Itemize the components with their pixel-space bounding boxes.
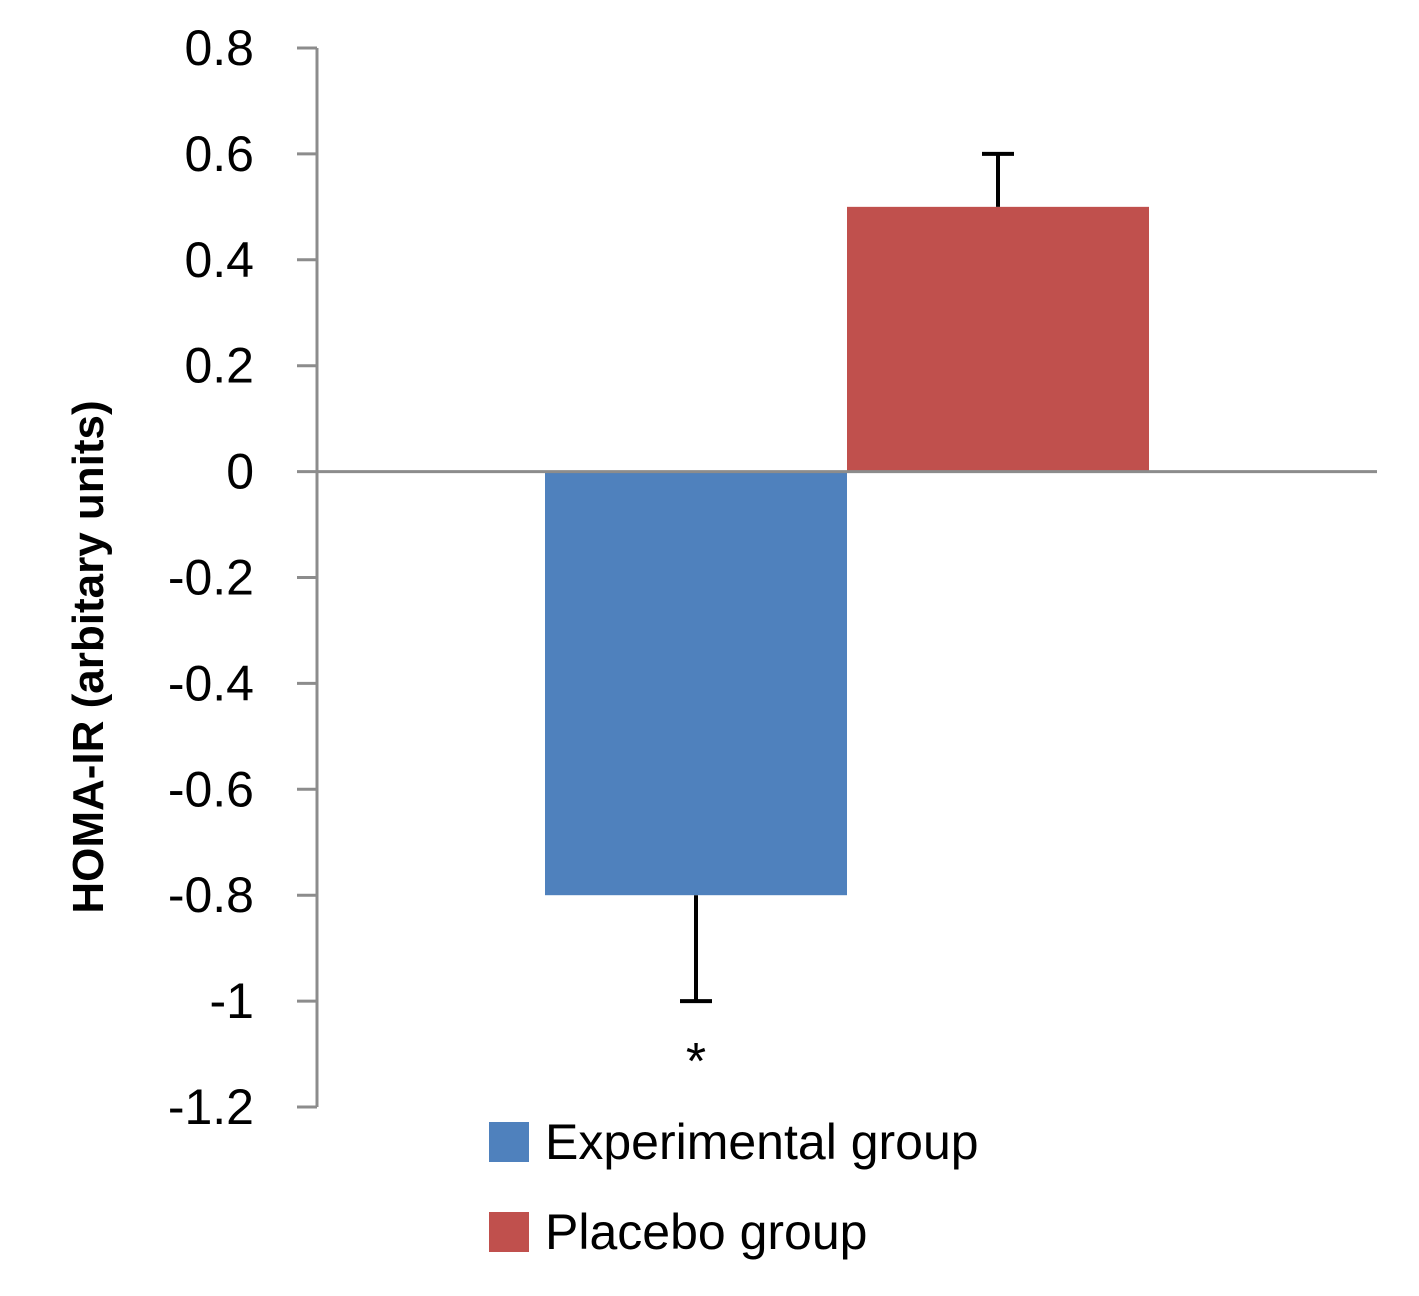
y-axis-ticks: 0.8 0.6 0.4 0.2 0 -0.2 -0.4 -0.6 -0.8 -1 -1.2 [168, 20, 317, 1135]
legend-label-placebo-group: Placebo group [545, 1204, 867, 1260]
y-tick-label: -0.8 [168, 867, 254, 923]
error-bars [680, 151, 1014, 1004]
significance-asterisk: * [686, 1033, 706, 1091]
bars [545, 206, 1149, 896]
error-bar-experimental-group [680, 895, 712, 1004]
bar-placebo-group [847, 206, 1149, 472]
error-bar-placebo-group [982, 151, 1014, 207]
legend-swatch-experimental-group [489, 1122, 529, 1162]
y-tick-label: -0.2 [168, 550, 254, 606]
y-tick-label: -1 [210, 973, 254, 1029]
legend-swatch-placebo-group [489, 1212, 529, 1252]
y-tick-label: 0.6 [184, 126, 254, 182]
legend-label-experimental-group: Experimental group [545, 1114, 979, 1170]
y-tick-label: 0 [226, 444, 254, 500]
annotations: * [686, 1033, 706, 1091]
y-tick-label: 0.4 [184, 232, 254, 288]
y-tick-label: -0.6 [168, 761, 254, 817]
y-tick-label: -1.2 [168, 1079, 254, 1135]
y-tick-label: -0.4 [168, 655, 254, 711]
y-tick-label: 0.8 [184, 20, 254, 76]
y-tick-label: 0.2 [184, 338, 254, 394]
bar-experimental-group [545, 471, 847, 896]
y-axis-label: HOMA-IR (arbitary units) [64, 400, 113, 913]
legend: Experimental group Placebo group [489, 1114, 979, 1260]
